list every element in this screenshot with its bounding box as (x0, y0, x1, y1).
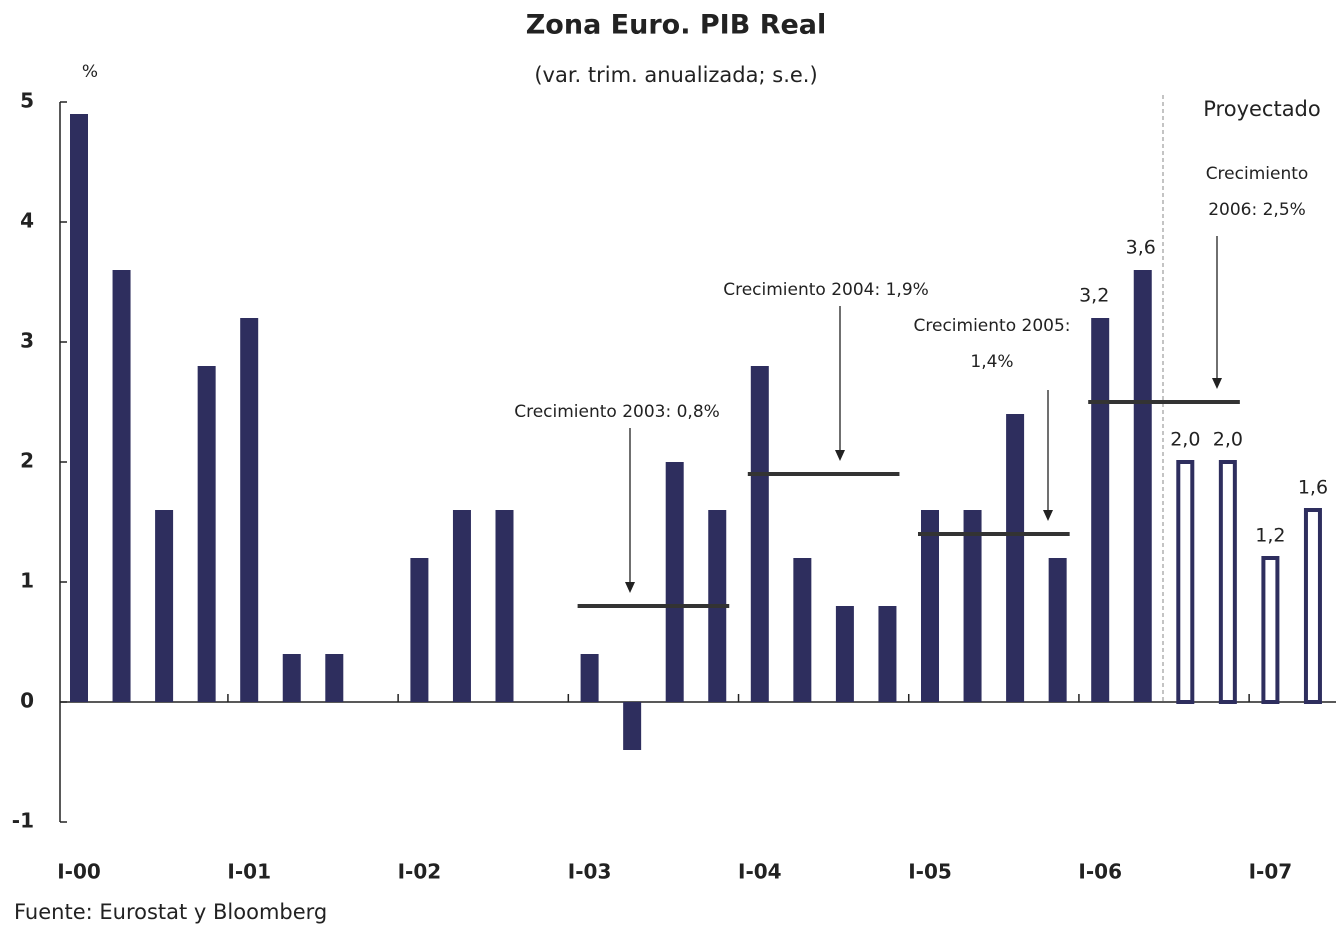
bar (665, 462, 684, 702)
bar (1091, 318, 1110, 702)
arrow-head (835, 450, 845, 461)
chart-title: Zona Euro. PIB Real (526, 10, 827, 41)
bar (1303, 508, 1322, 704)
bar (1176, 460, 1195, 704)
x-tick-label: I-00 (57, 860, 101, 884)
bar (452, 510, 471, 702)
arrow-head (1212, 378, 1222, 389)
annotation-text: Crecimiento 2004: 1,9% (723, 280, 929, 300)
projection-label: Proyectado (1203, 97, 1321, 121)
x-tick-label: I-03 (568, 860, 612, 884)
annotation-text: Crecimiento (1206, 164, 1309, 184)
x-tick-label: I-06 (1078, 860, 1122, 884)
annotation-text: 1,4% (970, 352, 1013, 372)
y-tick-label: 1 (20, 569, 34, 593)
bar (793, 558, 812, 702)
source: Fuente: Eurostat y Bloomberg (14, 900, 327, 924)
y-tick-label: 4 (20, 209, 34, 233)
annotation-text: Crecimiento 2005: (914, 316, 1071, 336)
bar (623, 702, 642, 750)
bar (155, 510, 174, 702)
value-label: 2,0 (1170, 429, 1200, 451)
bar (580, 654, 599, 702)
bar (963, 510, 982, 702)
bar (495, 510, 514, 702)
bar (240, 318, 259, 702)
y-tick-label: -1 (12, 809, 34, 833)
bar (1133, 270, 1152, 702)
x-tick-label: I-01 (227, 860, 271, 884)
bar (112, 270, 131, 702)
y-tick-label: 3 (20, 329, 34, 353)
bar (197, 366, 216, 702)
y-axis-label: % (82, 62, 98, 82)
bar (1261, 556, 1280, 704)
y-tick-label: 5 (20, 89, 34, 113)
bar (750, 366, 769, 702)
bar (325, 654, 344, 702)
bar (282, 654, 301, 702)
value-label: 2,0 (1213, 429, 1243, 451)
value-label: 1,6 (1298, 477, 1328, 499)
x-tick-label: I-07 (1249, 860, 1293, 884)
value-label: 1,2 (1255, 525, 1285, 547)
x-tick-label: I-04 (738, 860, 782, 884)
arrow-head (1043, 510, 1053, 521)
bar (921, 510, 939, 702)
y-tick-label: 0 (20, 689, 34, 713)
bar (1048, 558, 1067, 702)
value-label: 3,2 (1079, 285, 1109, 307)
bar (410, 558, 429, 702)
bar (1218, 460, 1237, 704)
chart-subtitle: (var. trim. anualizada; s.e.) (534, 63, 817, 87)
annotation-text: 2006: 2,5% (1208, 200, 1306, 220)
y-tick-label: 2 (20, 449, 34, 473)
bar (70, 114, 88, 702)
x-tick-label: I-02 (398, 860, 442, 884)
value-label: 3,6 (1126, 237, 1156, 259)
arrow-head (625, 582, 635, 593)
bar (1006, 414, 1025, 702)
x-tick-label: I-05 (908, 860, 952, 884)
bar (835, 606, 854, 702)
annotation-text: Crecimiento 2003: 0,8% (514, 402, 720, 422)
bar (878, 606, 897, 702)
